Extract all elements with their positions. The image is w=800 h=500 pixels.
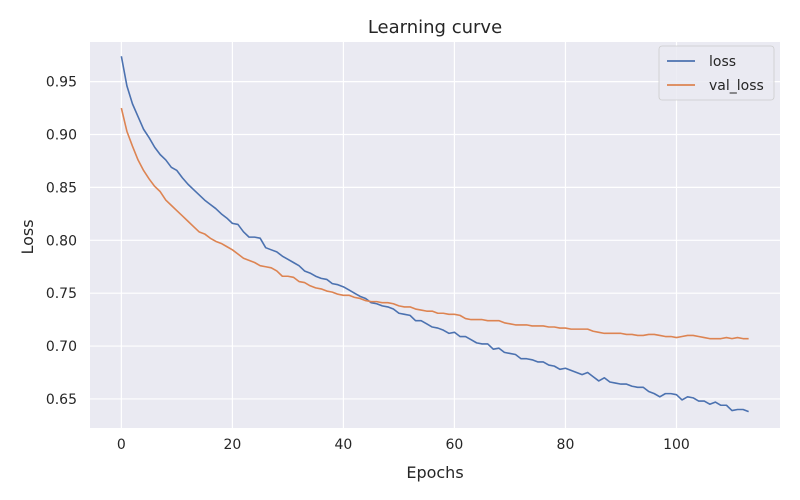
y-tick-label: 0.95	[46, 75, 77, 91]
legend: loss val_loss	[658, 45, 775, 101]
x-tick-label: 40	[334, 437, 352, 453]
y-tick-label: 0.65	[46, 392, 77, 408]
x-tick-label: 0	[117, 437, 126, 453]
y-axis-title: Loss	[18, 219, 37, 254]
y-tick-label: 0.70	[46, 339, 77, 355]
y-tick-label: 0.80	[46, 233, 77, 249]
y-tick-label: 0.90	[46, 128, 77, 144]
x-tick-label: 100	[663, 437, 690, 453]
tick-labels: 0 20 40 60 80 100 0.65 0.70 0.75 0.80 0.85 0.90 0.95	[46, 75, 690, 453]
y-tick-label: 0.75	[46, 286, 77, 302]
legend-label: val_loss	[709, 78, 764, 94]
series-line-val-loss	[120, 107, 749, 340]
legend-box	[658, 45, 775, 101]
x-tick-label: 80	[557, 437, 575, 453]
y-tick-label: 0.85	[46, 180, 77, 196]
x-tick-label: 60	[446, 437, 464, 453]
legend-label: loss	[709, 54, 736, 70]
x-axis-title: Epochs	[406, 463, 463, 482]
x-tick-label: 20	[223, 437, 241, 453]
grid	[90, 42, 780, 428]
series-layer	[120, 56, 749, 413]
chart-title: Learning curve	[368, 17, 502, 38]
series-line-loss	[120, 56, 749, 413]
